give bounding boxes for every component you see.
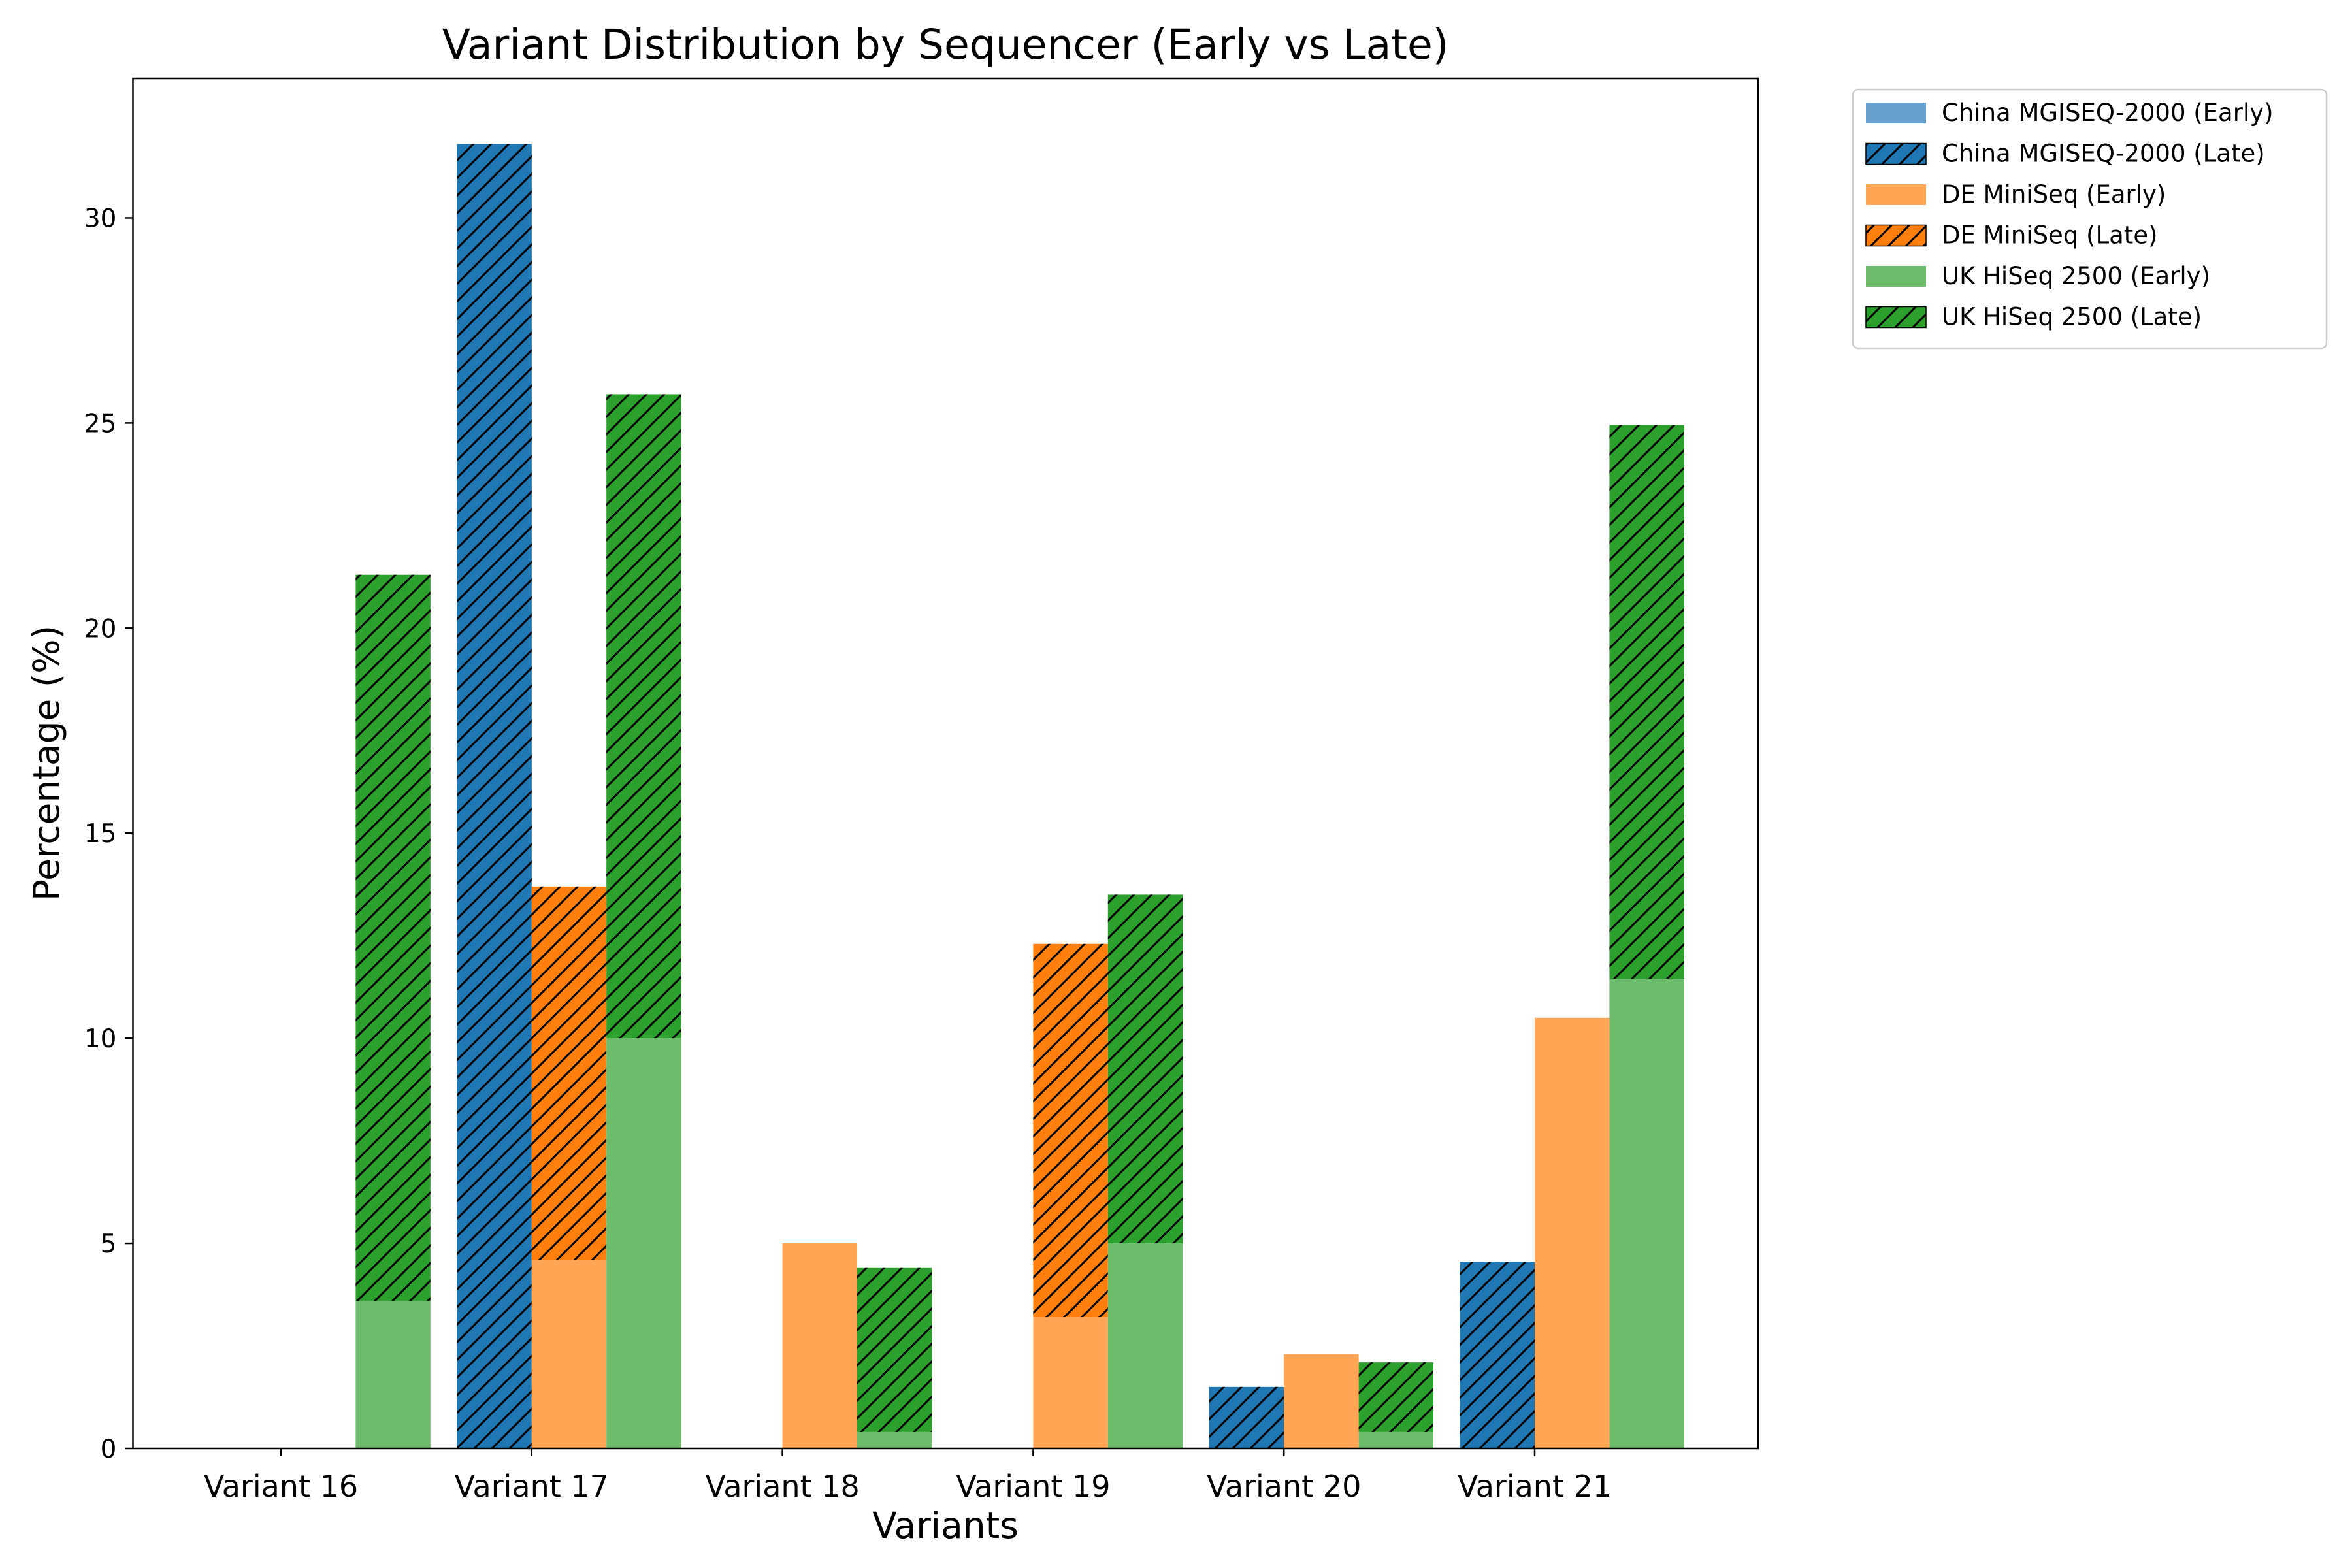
- bar-uk-hiseq-2500-early: [355, 1300, 431, 1448]
- x-tick-label: Variant 19: [956, 1469, 1110, 1504]
- bar-uk-hiseq-2500-late-hatch: [606, 394, 681, 1039]
- x-tick-label: Variant 16: [204, 1469, 358, 1504]
- bar-de-miniseq-early: [531, 1260, 607, 1448]
- x-tick-label: Variant 18: [705, 1469, 859, 1504]
- x-axis-label: Variants: [872, 1505, 1019, 1546]
- legend-label: China MGISEQ-2000 (Early): [1942, 99, 2274, 127]
- y-tick-label: 15: [84, 819, 117, 849]
- legend-swatch-hatch: [1865, 306, 1927, 329]
- y-tick-label: 25: [84, 409, 117, 438]
- legend-label: UK HiSeq 2500 (Late): [1942, 303, 2202, 331]
- x-tick-label: Variant 21: [1458, 1469, 1612, 1504]
- bar-de-miniseq-late-hatch: [531, 886, 607, 1260]
- bar-china-mgiseq-2000-late-hatch: [1460, 1262, 1535, 1448]
- legend-swatch-hatch: [1865, 142, 1927, 165]
- y-tick-label: 20: [84, 614, 117, 644]
- bar-de-miniseq-early: [1033, 1317, 1108, 1448]
- chart-title: Variant Distribution by Sequencer (Early…: [442, 21, 1449, 69]
- y-axis-label: Percentage (%): [25, 625, 67, 901]
- bar-layer: [355, 144, 1684, 1449]
- legend-swatch: [1866, 266, 1926, 287]
- bar-de-miniseq-late-hatch: [1033, 943, 1108, 1318]
- bar-de-miniseq-early: [782, 1243, 857, 1448]
- bar-uk-hiseq-2500-early: [857, 1431, 932, 1448]
- bar-uk-hiseq-2500-early: [606, 1038, 681, 1448]
- bar-uk-hiseq-2500-late-hatch: [1609, 425, 1684, 979]
- bar-de-miniseq-early: [1535, 1017, 1610, 1448]
- bar-china-mgiseq-2000-late-hatch: [457, 144, 532, 1449]
- bar-uk-hiseq-2500-early: [1609, 979, 1684, 1448]
- legend-frame: [1852, 88, 2328, 350]
- x-tick-label: Variant 20: [1207, 1469, 1361, 1504]
- legend-swatch: [1866, 103, 1926, 123]
- y-tick-label: 0: [101, 1435, 117, 1464]
- bar-de-miniseq-early: [1284, 1354, 1359, 1448]
- y-tick-label: 10: [84, 1024, 117, 1054]
- y-tick-label: 5: [101, 1230, 117, 1259]
- legend-label: UK HiSeq 2500 (Early): [1942, 262, 2210, 290]
- legend-swatch: [1866, 184, 1926, 205]
- bar-china-mgiseq-2000-late-hatch: [1209, 1386, 1284, 1448]
- bar-uk-hiseq-2500-late-hatch: [1107, 894, 1183, 1244]
- bar-uk-hiseq-2500-late-hatch: [355, 574, 431, 1301]
- plot-frame: [132, 77, 1759, 1450]
- legend-swatch-hatch: [1865, 224, 1927, 247]
- bar-uk-hiseq-2500-late-hatch: [1358, 1362, 1433, 1432]
- bar-uk-hiseq-2500-early: [1358, 1431, 1433, 1448]
- x-axis-ticks: Variant 16 Variant 17 Variant 18 Variant 19…: [204, 1448, 1612, 1504]
- legend-label: DE MiniSeq (Late): [1942, 221, 2158, 250]
- legend-label: DE MiniSeq (Early): [1942, 180, 2166, 208]
- legend-label: China MGISEQ-2000 (Late): [1942, 140, 2265, 168]
- bar-uk-hiseq-2500-late-hatch: [857, 1267, 932, 1432]
- bar-uk-hiseq-2500-early: [1107, 1243, 1183, 1448]
- y-axis-ticks: 0 5 10 15 20 25 30: [84, 204, 133, 1464]
- x-tick-label: Variant 17: [455, 1469, 609, 1504]
- y-tick-label: 30: [84, 204, 117, 233]
- legend: China MGISEQ-2000 (Early) China MGISEQ-20…: [1852, 88, 2328, 350]
